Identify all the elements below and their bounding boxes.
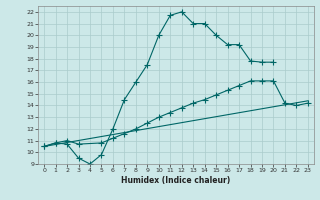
X-axis label: Humidex (Indice chaleur): Humidex (Indice chaleur)	[121, 176, 231, 185]
